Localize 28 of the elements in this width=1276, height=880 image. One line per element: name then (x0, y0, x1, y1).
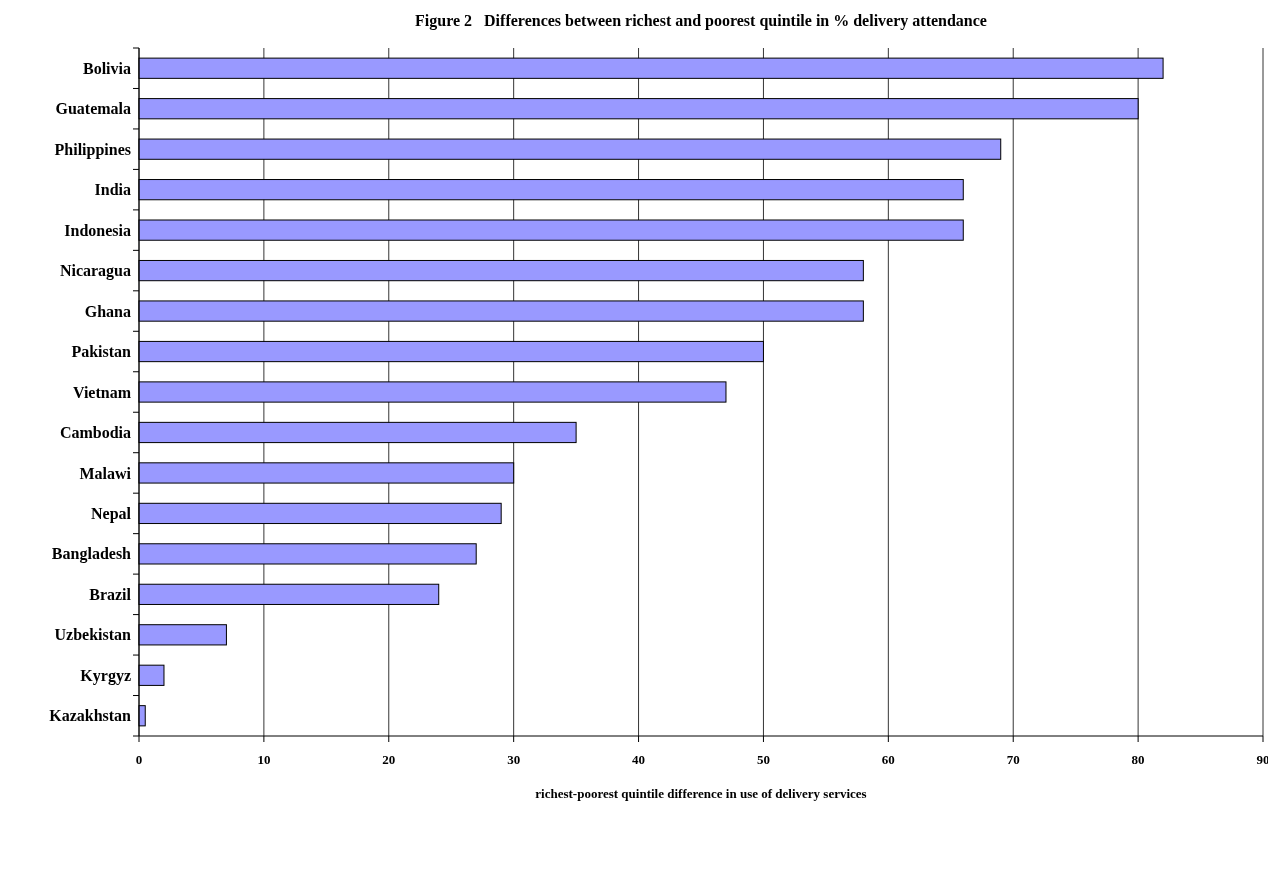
y-tick-label: Uzbekistan (54, 626, 132, 644)
x-tick-label: 80 (1131, 752, 1145, 767)
y-tick-label: India (94, 181, 131, 199)
x-tick-label: 50 (756, 752, 770, 767)
x-tick-label: 60 (881, 752, 895, 767)
x-tick-label: 40 (632, 752, 646, 767)
x-tick-label: 10 (257, 752, 271, 767)
x-axis-title: richest-poorest quintile difference in use of delivery services (535, 786, 867, 801)
x-tick-label: 30 (507, 752, 521, 767)
y-tick-label: Kyrgyz (80, 666, 131, 685)
chart-title: Figure 2 Differences between richest and poorest quintile in % delivery attendance (415, 12, 987, 30)
y-tick-label: Philippines (54, 140, 131, 159)
x-tick-label: 70 (1006, 752, 1020, 767)
x-tick-label: 20 (382, 752, 396, 767)
y-tick-label: Nepal (91, 505, 132, 524)
y-tick-label: Indonesia (64, 221, 131, 239)
y-tick-label: Brazil (89, 585, 132, 603)
y-tick-label: Malawi (79, 464, 132, 482)
y-tick-label: Guatemala (55, 100, 131, 118)
y-tick-label: Nicaragua (59, 262, 131, 281)
x-tick-label: 0 (135, 752, 143, 767)
y-tick-label: Vietnam (72, 383, 132, 401)
y-tick-label: Bolivia (82, 59, 131, 77)
y-tick-label: Ghana (84, 302, 131, 320)
y-tick-label: Pakistan (71, 343, 132, 361)
y-tick-label: Cambodia (59, 424, 131, 442)
y-tick-label: Bangladesh (51, 545, 132, 564)
y-tick-label: Kazakhstan (49, 707, 132, 725)
